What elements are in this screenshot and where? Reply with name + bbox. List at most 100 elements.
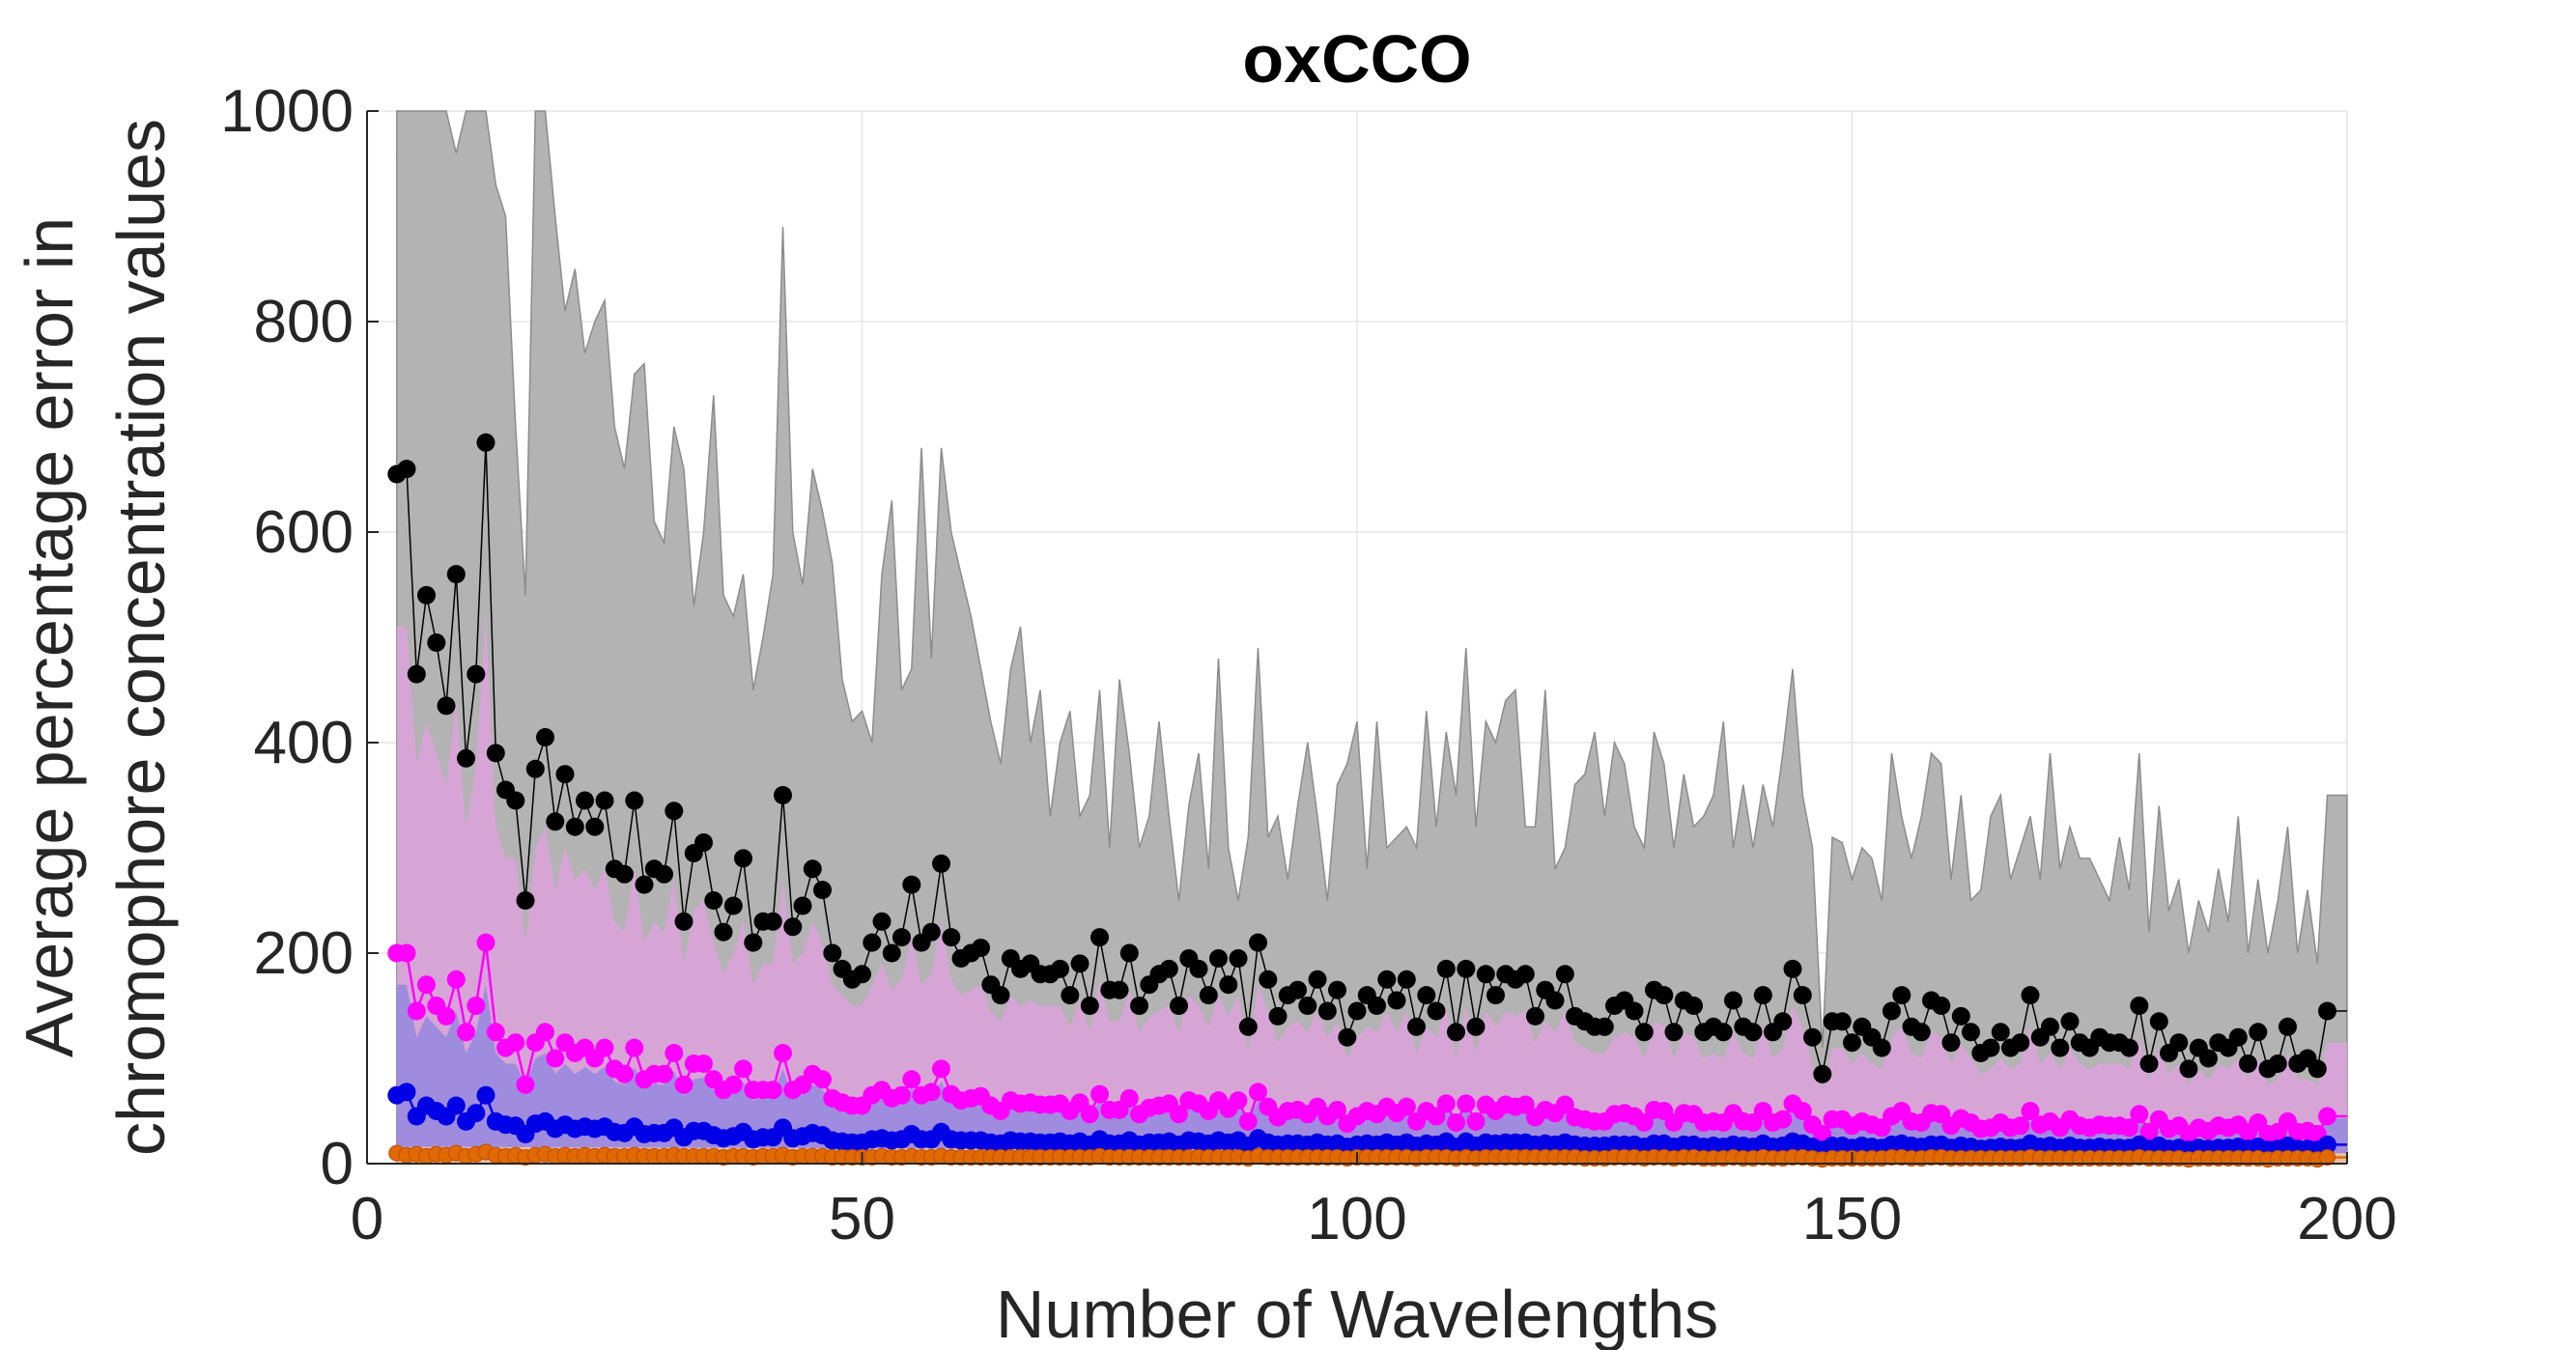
data-point — [1457, 1094, 1476, 1113]
data-point — [1397, 1097, 1416, 1116]
data-point — [1308, 970, 1327, 989]
data-point — [2011, 1033, 2030, 1053]
data-point — [525, 759, 545, 778]
data-point — [1238, 1111, 1258, 1131]
data-point — [585, 817, 605, 836]
x-tick-label: 50 — [829, 1186, 895, 1252]
data-point — [882, 943, 901, 963]
data-point — [1130, 997, 1148, 1015]
data-point — [1298, 997, 1317, 1015]
data-point — [1753, 986, 1772, 1005]
data-point — [1486, 986, 1505, 1005]
data-point — [2268, 1055, 2287, 1073]
data-point — [467, 997, 486, 1015]
data-point — [734, 1059, 752, 1079]
data-point — [2120, 1118, 2138, 1138]
x-tick-label: 100 — [1307, 1186, 1406, 1252]
data-point — [1209, 949, 1228, 968]
data-point — [1189, 959, 1208, 978]
data-point — [476, 433, 495, 452]
data-point — [516, 1075, 535, 1094]
data-point — [407, 1001, 426, 1021]
data-point — [1397, 970, 1416, 989]
data-point — [486, 744, 505, 763]
data-point — [397, 943, 416, 963]
data-point — [516, 891, 535, 910]
data-point — [1080, 997, 1099, 1015]
y-tick-labels: 0 200 400 600 800 1000 — [220, 78, 379, 1197]
data-point — [1199, 986, 1218, 1005]
data-point — [1259, 970, 1278, 989]
chart-title: oxCCO — [1242, 21, 1471, 97]
data-point — [1219, 975, 1238, 995]
data-point — [476, 933, 495, 952]
data-point — [714, 922, 733, 942]
data-point — [1457, 959, 1476, 978]
data-point — [1655, 986, 1674, 1005]
x-tick-label: 150 — [1802, 1186, 1902, 1252]
y-tick-label: 600 — [254, 499, 354, 566]
data-point — [774, 786, 792, 804]
data-point — [674, 1075, 694, 1094]
y-tick-label: 800 — [254, 289, 354, 355]
series-points — [387, 433, 2336, 1168]
data-point — [1436, 1094, 1456, 1113]
data-point — [1783, 959, 1802, 978]
data-point — [704, 891, 723, 910]
data-point — [1249, 933, 1267, 952]
data-point — [1417, 986, 1436, 1005]
data-point — [1051, 959, 1069, 978]
data-point — [942, 928, 961, 947]
data-point — [1447, 1113, 1465, 1132]
data-point — [1268, 1006, 1288, 1026]
data-point — [2179, 1059, 2198, 1079]
data-point — [1347, 1001, 1367, 1021]
data-point — [457, 1023, 475, 1042]
data-point — [1317, 1001, 1337, 1021]
data-point — [2279, 1017, 2297, 1036]
data-point — [1288, 980, 1307, 999]
data-point — [665, 1044, 684, 1062]
data-point — [793, 896, 812, 915]
data-point — [1229, 1091, 1248, 1111]
data-point — [506, 791, 525, 810]
data-point — [921, 922, 941, 942]
data-point — [1387, 991, 1406, 1010]
data-point — [863, 933, 882, 952]
x-tick-labels: 0 50 100 150 200 — [351, 1152, 2397, 1252]
data-point — [763, 1081, 782, 1100]
data-point — [407, 664, 426, 684]
data-point — [2060, 1012, 2080, 1031]
data-point — [1951, 1006, 1970, 1026]
data-point — [2021, 1102, 2040, 1120]
data-point — [1724, 991, 1742, 1010]
error-band-2 — [396, 984, 2347, 1164]
data-point — [1338, 1027, 1357, 1047]
x-axis-title: Number of Wavelengths — [996, 1277, 1718, 1350]
data-point — [1070, 954, 1090, 973]
data-point — [1090, 1084, 1109, 1104]
data-point — [1843, 1033, 1861, 1053]
data-point — [2199, 1049, 2218, 1068]
data-point — [2120, 1038, 2138, 1057]
data-point — [1377, 970, 1397, 989]
data-point — [655, 864, 673, 884]
data-point — [1813, 1064, 1832, 1083]
data-point — [1625, 1001, 1644, 1021]
data-point — [536, 1023, 554, 1042]
data-point — [625, 791, 644, 810]
y-axis-title-line-1: Average percentage error in — [12, 217, 87, 1057]
data-point — [625, 1038, 644, 1057]
data-point — [576, 791, 594, 810]
data-point — [457, 748, 475, 768]
y-tick-label: 0 — [321, 1131, 354, 1197]
data-point — [665, 802, 684, 821]
data-point — [2130, 1105, 2149, 1124]
data-point — [1555, 965, 1574, 984]
data-point — [932, 854, 950, 873]
data-point — [1515, 1095, 1535, 1114]
data-point — [2169, 1033, 2189, 1053]
data-point — [1427, 1107, 1446, 1126]
data-point — [655, 1064, 673, 1083]
